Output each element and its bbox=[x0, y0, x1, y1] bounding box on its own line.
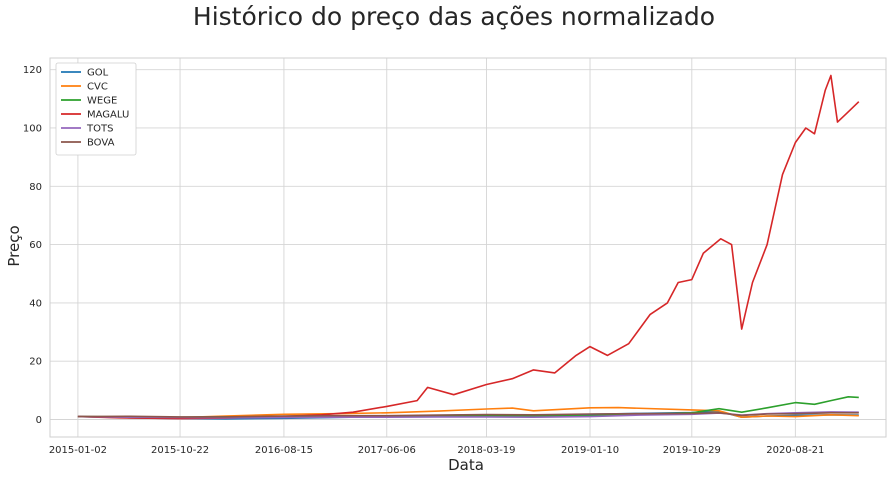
x-axis-label: Data bbox=[448, 456, 484, 474]
plot-frame bbox=[49, 57, 887, 438]
y-axis-label: Preço bbox=[5, 225, 23, 266]
legend-label: WEGE bbox=[87, 96, 117, 107]
x-tick-label: 2019-01-10 bbox=[561, 445, 619, 456]
x-axis-ticks: 2015-01-02 2015-10-22 2016-08-15 2017-06-06… bbox=[49, 445, 825, 456]
x-tick-label: 2019-10-29 bbox=[663, 445, 721, 456]
y-tick-label: 20 bbox=[29, 357, 42, 368]
legend-label: CVC bbox=[87, 82, 108, 93]
series-layer bbox=[77, 74, 860, 420]
series-line-cvc bbox=[77, 406, 859, 419]
y-tick-label: 40 bbox=[29, 298, 42, 309]
x-tick-label: 2015-10-22 bbox=[151, 445, 209, 456]
series-line-magalu bbox=[77, 74, 860, 420]
legend-label: TOTS bbox=[86, 124, 113, 135]
legend-label: BOVA bbox=[87, 138, 115, 149]
y-tick-label: 120 bbox=[23, 65, 42, 76]
legend-label: GOL bbox=[87, 68, 109, 79]
x-tick-label: 2017-06-06 bbox=[358, 445, 416, 456]
legend: GOL CVC WEGE MAGALU TOTS BOVA bbox=[55, 62, 137, 156]
grid-layer bbox=[50, 58, 886, 437]
y-tick-label: 60 bbox=[29, 240, 42, 251]
x-tick-label: 2018-03-19 bbox=[457, 445, 515, 456]
x-tick-label: 2016-08-15 bbox=[255, 445, 313, 456]
y-tick-label: 100 bbox=[23, 123, 42, 134]
y-axis-ticks: 0 20 40 60 80 100 120 bbox=[23, 65, 42, 426]
x-tick-label: 2015-01-02 bbox=[49, 445, 107, 456]
chart-title: Histórico do preço das ações normalizado bbox=[193, 2, 715, 31]
x-tick-label: 2020-08-21 bbox=[766, 445, 824, 456]
y-tick-label: 80 bbox=[29, 182, 42, 193]
series-line-bova bbox=[77, 412, 859, 418]
y-tick-label: 0 bbox=[36, 415, 42, 426]
legend-label: MAGALU bbox=[87, 110, 129, 121]
